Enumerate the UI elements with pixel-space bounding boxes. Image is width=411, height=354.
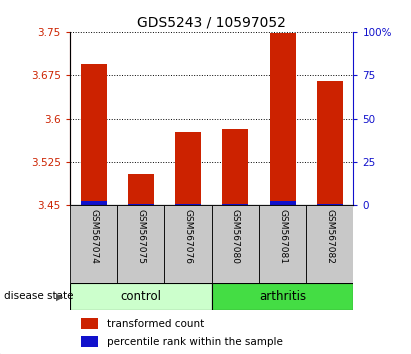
- Text: transformed count: transformed count: [107, 319, 204, 329]
- Bar: [306, 205, 353, 283]
- Bar: [317, 81, 343, 205]
- Text: arthritis: arthritis: [259, 290, 306, 303]
- Text: GSM567080: GSM567080: [231, 209, 240, 264]
- Bar: [164, 205, 212, 283]
- Bar: [81, 64, 106, 205]
- Bar: [212, 205, 259, 283]
- Bar: [317, 204, 343, 205]
- Bar: [259, 205, 306, 283]
- Text: GSM567076: GSM567076: [184, 209, 192, 264]
- Bar: [128, 173, 154, 205]
- Bar: [70, 205, 117, 283]
- Text: GSM567082: GSM567082: [326, 209, 334, 264]
- Bar: [128, 204, 154, 205]
- Text: GSM567075: GSM567075: [136, 209, 145, 264]
- Bar: [212, 283, 353, 310]
- Text: percentile rank within the sample: percentile rank within the sample: [107, 337, 283, 347]
- Title: GDS5243 / 10597052: GDS5243 / 10597052: [137, 15, 286, 29]
- Text: ▶: ▶: [56, 291, 63, 302]
- Bar: [81, 201, 106, 205]
- Text: GSM567074: GSM567074: [89, 209, 98, 264]
- Text: GSM567081: GSM567081: [278, 209, 287, 264]
- Bar: [175, 132, 201, 205]
- Bar: [81, 336, 98, 347]
- Bar: [222, 204, 248, 205]
- Bar: [70, 283, 212, 310]
- Bar: [222, 129, 248, 205]
- Text: disease state: disease state: [4, 291, 74, 302]
- Text: control: control: [120, 290, 161, 303]
- Bar: [270, 201, 296, 205]
- Bar: [175, 204, 201, 205]
- Bar: [117, 205, 164, 283]
- Bar: [270, 33, 296, 205]
- Bar: [81, 319, 98, 329]
